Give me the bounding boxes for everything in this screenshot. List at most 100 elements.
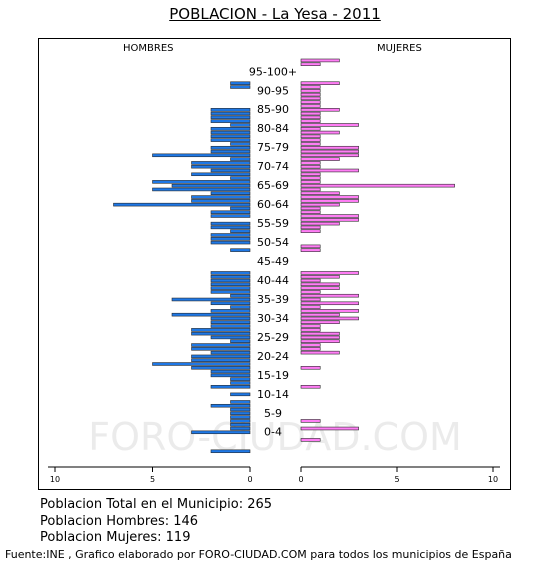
- women-bar: [300, 195, 359, 199]
- women-bar: [300, 115, 321, 120]
- women-bar: [300, 229, 321, 233]
- men-bar: [230, 415, 251, 419]
- age-group-label: 20-24: [257, 350, 289, 363]
- men-bar: [191, 430, 251, 435]
- men-x-tick-label: 10: [50, 475, 60, 484]
- men-bar: [152, 362, 251, 366]
- men-bar: [210, 225, 251, 230]
- men-bar: [191, 358, 251, 362]
- women-bar: [300, 385, 321, 389]
- men-bar: [230, 81, 251, 85]
- men-bar: [230, 426, 251, 431]
- men-bar: [210, 271, 251, 275]
- women-bar: [300, 297, 321, 302]
- women-bar: [300, 206, 321, 211]
- women-bar: [300, 248, 321, 252]
- women-bar: [300, 339, 340, 343]
- men-bar: [113, 202, 251, 207]
- men-bar: [210, 301, 251, 306]
- women-bar: [300, 119, 321, 123]
- men-bar: [191, 195, 251, 199]
- source-note: Fuente:INE , Grafico elaborado por FORO-…: [5, 548, 512, 561]
- men-bar: [191, 172, 251, 177]
- mujeres-label: MUJERES: [377, 43, 422, 54]
- women-x-tick-label: 5: [394, 475, 399, 484]
- age-group-label: 70-74: [257, 160, 289, 173]
- women-bar: [300, 168, 359, 173]
- age-group-label: 25-29: [257, 331, 289, 344]
- men-bar: [210, 385, 251, 389]
- men-bar: [230, 400, 251, 404]
- chart-title: POBLACION - La Yesa - 2011: [169, 5, 381, 23]
- men-bar: [210, 191, 251, 195]
- men-bar: [210, 130, 251, 135]
- age-group-label: 65-69: [257, 179, 289, 192]
- women-bar: [300, 164, 321, 169]
- women-bar: [300, 149, 359, 154]
- women-bar: [300, 130, 340, 135]
- men-bar: [191, 331, 251, 336]
- women-bar: [300, 350, 340, 355]
- men-bar: [152, 153, 251, 158]
- men-bar: [230, 85, 251, 89]
- women-bar: [300, 180, 321, 184]
- women-bar: [300, 92, 321, 97]
- men-bar: [210, 403, 251, 408]
- women-bar: [300, 123, 359, 127]
- men-bar: [210, 278, 251, 283]
- women-bar: [300, 199, 359, 203]
- age-group-label: 5-9: [264, 407, 282, 420]
- men-bar: [210, 274, 251, 279]
- women-bar: [300, 104, 321, 108]
- women-bar: [300, 301, 359, 306]
- men-bar: [230, 422, 251, 427]
- men-bar: [230, 392, 251, 397]
- women-bar: [300, 183, 455, 188]
- men-bar: [191, 164, 251, 169]
- women-bar: [300, 138, 321, 142]
- women-bar: [300, 335, 340, 340]
- women-bar: [300, 187, 321, 192]
- women-bar: [300, 343, 321, 347]
- men-bar: [210, 282, 251, 287]
- women-bar: [300, 328, 321, 332]
- men-bar: [210, 168, 251, 173]
- men-bar: [210, 214, 251, 218]
- men-bar: [230, 419, 251, 423]
- age-group-label: 35-39: [257, 293, 289, 306]
- men-bar: [191, 366, 251, 370]
- women-bar: [300, 278, 321, 283]
- women-bar: [300, 320, 340, 325]
- men-bar: [210, 309, 251, 313]
- men-bar: [152, 187, 251, 192]
- age-group-label: 75-79: [257, 141, 289, 154]
- women-bar: [300, 145, 359, 150]
- women-bar: [300, 274, 340, 279]
- total-population: Poblacion Total en el Municipio: 265: [40, 497, 273, 512]
- men-population: Poblacion Hombres: 146: [40, 514, 199, 529]
- age-group-label: 10-14: [257, 388, 289, 401]
- women-bar: [300, 225, 321, 230]
- men-bar: [210, 324, 251, 328]
- women-bar: [300, 176, 321, 180]
- women-bar: [300, 191, 340, 195]
- women-bar: [300, 438, 321, 442]
- men-bar: [210, 335, 251, 340]
- women-bar: [300, 142, 321, 146]
- men-bar: [210, 286, 251, 290]
- men-bar: [191, 328, 251, 332]
- women-bar: [300, 324, 321, 328]
- chart-frame: [38, 38, 511, 490]
- men-bar: [210, 233, 251, 237]
- men-bar: [171, 312, 251, 317]
- men-bar: [210, 350, 251, 355]
- men-bar: [210, 119, 251, 123]
- women-bar: [300, 286, 340, 290]
- age-group-label: 40-44: [257, 274, 289, 287]
- men-bar: [230, 157, 251, 161]
- men-bar: [191, 161, 251, 165]
- men-bar: [230, 381, 251, 385]
- watermark: FORO-CIUDAD.COM: [88, 415, 462, 459]
- women-bar: [300, 172, 321, 177]
- women-bar: [300, 108, 340, 112]
